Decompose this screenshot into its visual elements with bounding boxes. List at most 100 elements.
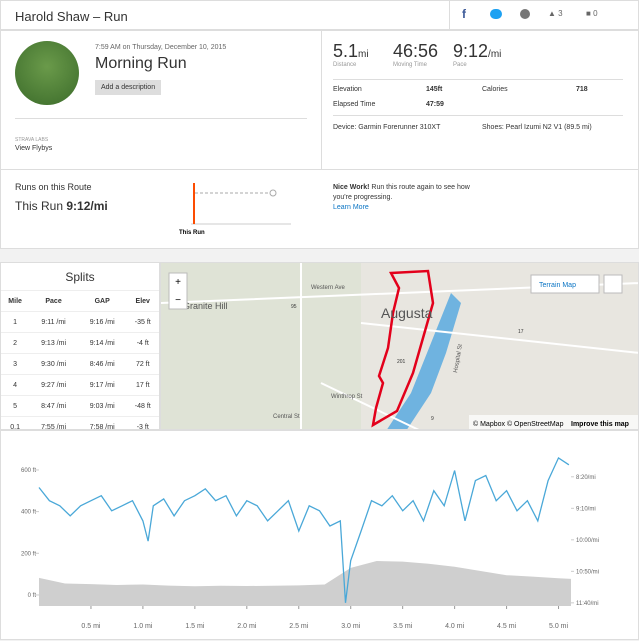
elevation: 145ft — [426, 86, 443, 93]
route-number: 95 — [291, 304, 297, 310]
fullscreen[interactable] — [603, 274, 623, 294]
route-number: 9 — [431, 416, 434, 422]
pace-line — [38, 456, 570, 603]
twitter[interactable] — [490, 9, 502, 19]
elevation-label: Elevation — [333, 86, 362, 93]
value: 9:12 — [453, 41, 489, 61]
y-tick-label: 600 ft — [21, 468, 36, 474]
splits-table: Mile Pace GAP Elev 1 9:11 /mi 9:16 /mi -35 ft 2 9… — [1, 290, 159, 437]
calories: 718 — [576, 86, 588, 93]
divider — [333, 115, 623, 116]
split-row: 1 9:11 /mi 9:16 /mi -35 ft — [1, 311, 159, 333]
stat: 5.1mi Distance — [333, 41, 393, 68]
add-description[interactable]: Add a description — [95, 80, 162, 95]
x-tick-label: 5.0 mi — [549, 623, 569, 630]
split-header: Mile — [1, 290, 30, 312]
split-cell: 8:47 /mi — [29, 395, 78, 417]
split-cell: 1 — [1, 311, 30, 333]
stat: 46:56 Moving Time — [393, 41, 453, 68]
y2-tick-label: 10:00/mi — [576, 538, 599, 544]
activity-name: Morning Run — [95, 55, 187, 72]
y2-tick-label: 10:50/mi — [576, 569, 599, 575]
zoom-in[interactable]: + — [175, 277, 181, 288]
split-cell: 9:03 /mi — [77, 395, 127, 417]
split-cell: 5 — [1, 395, 30, 417]
improve[interactable]: Improve this map — [571, 421, 629, 428]
road-label: Central St — [273, 414, 300, 420]
x-tick-label: 4.5 mi — [497, 623, 517, 630]
chart-panel: 0.5 mi 1.0 mi 1.5 mi 2.0 mi 2.5 mi 3.0 mi 3.5 … — [0, 430, 639, 640]
y-tick-label: 0 ft — [28, 593, 37, 599]
split-cell: 3 — [1, 353, 30, 375]
x-tick-label: 0.5 mi — [81, 623, 101, 630]
attribution: © Mapbox © OpenStreetMap — [473, 420, 564, 428]
map: Augusta Granite Hill Western Ave Winthro… — [160, 262, 639, 430]
route — [371, 269, 435, 428]
route-title: Runs on this Route — [15, 182, 92, 192]
city: Augusta — [381, 305, 433, 321]
unit: mi — [358, 49, 369, 60]
comments[interactable]: ■ 0 — [586, 9, 598, 18]
facebook[interactable]: f — [462, 7, 466, 21]
header: Harold Shaw – Run f ▲ 3 ■ 0 — [0, 0, 639, 30]
map-drawing: Augusta Granite Hill Western Ave Winthro… — [161, 263, 638, 429]
learn-more[interactable]: Learn More — [333, 204, 369, 211]
message: Run this route again to see how you're p… — [333, 184, 470, 201]
this-run: This Run 9:12/mi — [15, 199, 108, 213]
split-cell: 8:46 /mi — [77, 353, 127, 375]
split-row: 3 9:30 /mi 8:46 /mi 72 ft — [1, 353, 159, 375]
splits: Splits Mile Pace GAP Elev 1 9:11 /mi 9:16 /mi -… — [0, 262, 160, 437]
x-tick-label: 3.0 mi — [341, 623, 361, 630]
y-tick-label: 200 ft — [21, 551, 36, 557]
calories-label: Calories — [482, 86, 508, 93]
split-header: GAP — [77, 290, 127, 312]
split-cell: -48 ft — [126, 395, 159, 417]
share[interactable] — [520, 9, 530, 19]
x-tick-label: 3.5 mi — [393, 623, 413, 630]
roads — [161, 263, 638, 429]
likes[interactable]: ▲ 3 — [548, 9, 563, 18]
route-number: 201 — [397, 359, 406, 365]
this-run-label: This Run — [15, 199, 64, 213]
split-cell: 72 ft — [126, 353, 159, 375]
split-cell: 9:14 /mi — [77, 332, 127, 354]
title: Harold Shaw – Run — [15, 9, 128, 24]
y-tick-label: 400 ft — [21, 510, 36, 516]
x-tick-label: 4.0 mi — [445, 623, 465, 630]
split-row: 2 9:13 /mi 9:14 /mi -4 ft — [1, 332, 159, 354]
y2-tick-label: 9:10/mi — [576, 506, 596, 512]
split-cell: 4 — [1, 374, 30, 396]
route-number: 17 — [518, 329, 524, 335]
route-point — [269, 189, 277, 197]
x-tick-label: 2.0 mi — [237, 623, 257, 630]
stat-label: Distance — [333, 62, 357, 68]
split-cell: 2 — [1, 332, 30, 354]
nice: Nice Work! — [333, 184, 370, 191]
shoes: Shoes: Pearl Izumi N2 V1 (89.5 mi) — [482, 124, 592, 131]
y2-tick-label: 11:40/mi — [576, 601, 599, 607]
attribution-bg — [469, 415, 638, 429]
stat: 9:12/mi Pace — [453, 41, 513, 68]
divider — [15, 118, 307, 119]
split-cell: -35 ft — [126, 311, 159, 333]
comment-count: 0 — [593, 9, 598, 18]
split-cell: 9:27 /mi — [29, 374, 78, 396]
value: 5.1 — [333, 41, 359, 61]
zoom-out[interactable]: − — [175, 295, 181, 306]
avatar — [15, 41, 79, 105]
flyby[interactable]: View Flybys — [15, 145, 53, 152]
split-cell: 9:17 /mi — [77, 374, 127, 396]
value: 46:56 — [393, 41, 439, 61]
road-label: Hospital St — [453, 343, 464, 373]
road-label: Western Ave — [311, 285, 345, 291]
split-cell: 17 ft — [126, 374, 159, 396]
layer: Terrain Map — [539, 282, 576, 289]
split-cell: 9:11 /mi — [29, 311, 78, 333]
zoom[interactable] — [168, 272, 188, 310]
x-tick-label: 1.0 mi — [133, 623, 153, 630]
divider — [333, 79, 623, 80]
activity-panel: 7:59 AM on Thursday, December 10, 2015 M… — [0, 30, 639, 249]
layer-select[interactable] — [530, 274, 600, 294]
